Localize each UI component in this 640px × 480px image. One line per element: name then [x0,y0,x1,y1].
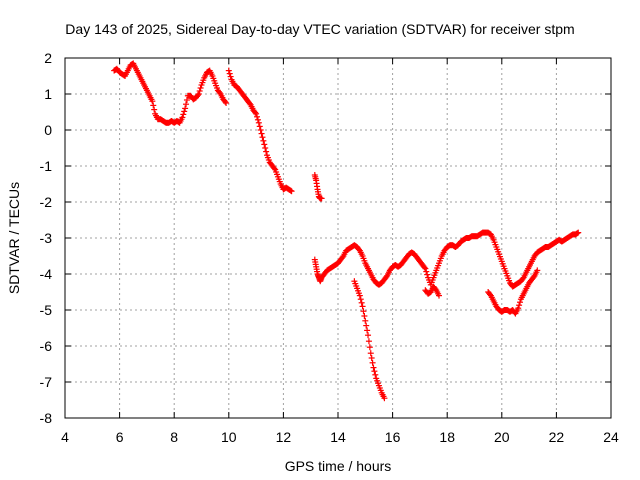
data-point [223,100,230,106]
y-tick-label: 1 [44,86,52,102]
data-point [256,123,263,130]
data-point [424,271,431,278]
x-tick-label: 20 [494,429,510,445]
data-point [263,148,270,155]
data-point [516,302,523,309]
data-point [254,116,261,123]
data-point [195,91,202,97]
data-point [358,299,365,306]
data-point [365,338,372,345]
x-tick-label: 4 [61,429,69,445]
data-point [372,371,379,378]
data-point [261,141,268,148]
data-point [194,92,201,99]
y-tick-label: -8 [40,410,53,426]
data-point [359,303,366,310]
data-point [370,364,377,371]
data-point [226,70,233,77]
data-point [262,145,269,151]
data-point [423,268,430,275]
data-point [227,73,234,80]
data-point [255,119,262,126]
x-tick-label: 18 [439,429,455,445]
x-tick-label: 12 [276,429,292,445]
y-tick-label: 0 [44,122,52,138]
y-tick-label: -5 [40,302,53,318]
data-point [371,368,378,375]
data-point [361,313,368,319]
data-point [362,317,369,324]
data-point [364,327,371,334]
data-point [183,101,190,108]
x-tick-label: 6 [116,429,124,445]
y-axis-label: SDTVAR / TECUs [6,182,22,294]
data-point [179,114,186,121]
data-point [180,111,187,118]
data-point [534,267,541,274]
data-point [151,106,158,113]
data-point [367,350,374,357]
chart-title: Day 143 of 2025, Sidereal Day-to-day VTE… [65,21,574,37]
data-point [288,188,295,195]
data-point [257,127,264,133]
data-point [196,88,203,94]
y-tick-label: -1 [40,158,53,174]
data-point [356,292,363,299]
x-tick-label: 16 [385,429,401,445]
data-point [575,229,582,236]
data-point [363,322,370,329]
data-point [365,332,372,339]
data-point [381,395,388,402]
data-point [225,67,232,74]
plot-frame [64,57,612,419]
data-point [318,195,325,202]
x-tick-label: 8 [170,429,178,445]
data-point [150,102,157,109]
data-point [259,134,266,141]
data-point [197,85,204,91]
data-point [422,265,429,272]
data-point [369,359,376,366]
data-point [260,137,267,144]
data-point [421,264,428,271]
data-point [252,109,259,116]
data-point [436,292,443,299]
data-point [253,110,260,117]
data-point [182,105,189,112]
data-point [360,308,367,315]
data-point [515,305,522,312]
data-point [222,98,229,105]
x-axis-label: GPS time / hours [285,458,392,474]
x-tick-label: 22 [549,429,565,445]
data-point [366,344,373,351]
y-tick-label: -3 [40,230,53,246]
y-tick-label: -4 [40,266,53,282]
data-point [181,108,188,115]
data-point [368,355,375,361]
data-point [517,299,523,306]
grid-lines [65,58,611,418]
data-point [183,97,190,103]
x-tick-label: 10 [221,429,237,445]
data-point [258,130,265,137]
y-tick-label: -7 [40,374,53,390]
y-tick-label: 2 [44,50,52,66]
y-tick-label: -6 [40,338,53,354]
data-point [149,98,156,105]
y-tick-label: -2 [40,194,53,210]
x-tick-label: 24 [603,429,619,445]
data-series [111,60,582,402]
x-tick-label: 14 [330,429,346,445]
data-point [271,165,278,172]
data-point [254,113,261,120]
data-point [357,296,364,303]
